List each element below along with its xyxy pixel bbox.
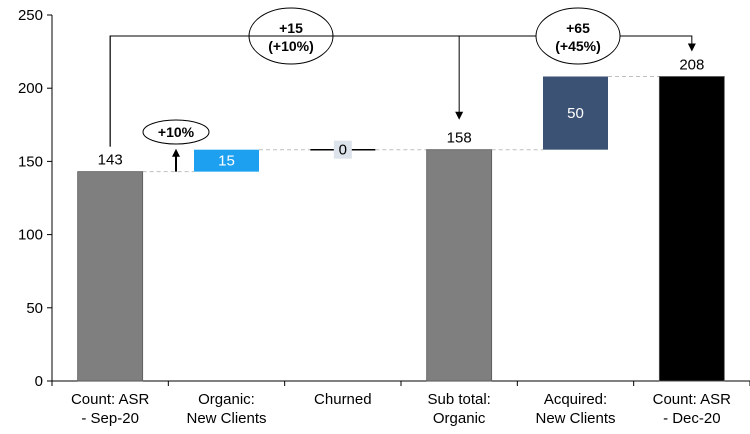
y-tick-label: 200 bbox=[18, 80, 43, 97]
data-label: 143 bbox=[98, 152, 123, 169]
annotations: +10% +15 (+10%) +65 (+45%) bbox=[109, 7, 696, 172]
data-label: 50 bbox=[567, 105, 584, 122]
annotation-text: +65 (+45%) bbox=[555, 20, 601, 54]
bracket-line bbox=[109, 35, 693, 147]
data-label: 158 bbox=[447, 130, 472, 147]
category-label: Acquired: New Clients bbox=[535, 391, 615, 427]
annotation-bubble bbox=[535, 7, 621, 65]
bar bbox=[658, 76, 725, 382]
category-label: Count: ASR - Dec-20 bbox=[653, 391, 732, 427]
bar bbox=[194, 149, 259, 172]
data-label: 15 bbox=[218, 153, 235, 170]
category-labels: Count: ASR - Sep-20 Organic: New Clients Chu… bbox=[71, 391, 731, 427]
y-tick-label: 50 bbox=[26, 300, 43, 317]
y-tick-label: 250 bbox=[18, 7, 43, 24]
bracket-arrow-head bbox=[687, 43, 696, 52]
category-label: Count: ASR - Sep-20 bbox=[71, 391, 150, 427]
data-labels: 143 15 0 158 50 208 bbox=[98, 56, 705, 169]
annotation-bubble bbox=[142, 119, 210, 145]
connector-lines bbox=[142, 75, 660, 173]
bracket-arrow-head bbox=[455, 111, 464, 120]
bar bbox=[426, 149, 493, 382]
category-label: Organic: New Clients bbox=[186, 391, 266, 427]
bars bbox=[77, 76, 725, 382]
category-label: Churned bbox=[314, 391, 372, 408]
y-tick-label: 100 bbox=[18, 227, 43, 244]
growth-arrow-head bbox=[172, 148, 180, 157]
bar bbox=[543, 76, 608, 150]
y-tick-label: 0 bbox=[35, 373, 43, 390]
bar bbox=[77, 171, 144, 382]
annotation-text: +10% bbox=[158, 124, 195, 140]
y-tick-label: 150 bbox=[18, 153, 43, 170]
data-label-background bbox=[333, 140, 352, 159]
category-label: Sub total: Organic bbox=[427, 391, 490, 427]
annotation-text: +15 (+10%) bbox=[268, 20, 314, 54]
data-label: 0 bbox=[339, 142, 347, 159]
data-label: 208 bbox=[679, 56, 704, 73]
